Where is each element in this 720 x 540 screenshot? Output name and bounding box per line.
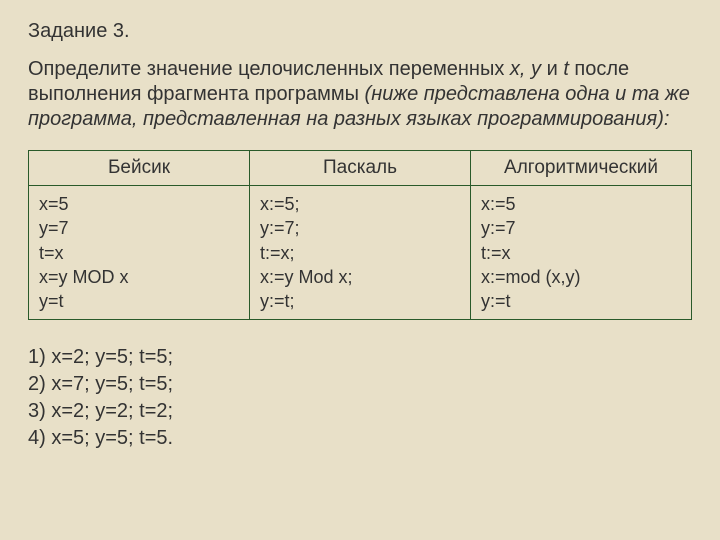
answer-option: 3) x=2; y=2; t=2; bbox=[28, 398, 692, 425]
code-line: t=x bbox=[39, 241, 239, 265]
code-line: x:=5; bbox=[260, 192, 460, 216]
code-line: y:=7 bbox=[481, 216, 681, 240]
answer-options: 1) x=2; y=5; t=5; 2) x=7; y=5; t=5; 3) x… bbox=[28, 344, 692, 452]
code-line: x=y MOD x bbox=[39, 265, 239, 289]
code-table: Бейсик Паскаль Алгоритмический x=5 y=7 t… bbox=[28, 150, 692, 320]
problem-vars: x, y bbox=[510, 58, 541, 80]
problem-p1: Определите значение целочисленных переме… bbox=[28, 58, 510, 80]
answer-option: 4) x=5; y=5; t=5. bbox=[28, 425, 692, 452]
code-line: x=5 bbox=[39, 192, 239, 216]
code-line: t:=x bbox=[481, 241, 681, 265]
code-line: x:=5 bbox=[481, 192, 681, 216]
col-header-algo: Алгоритмический bbox=[471, 151, 692, 186]
code-line: y:=t; bbox=[260, 289, 460, 313]
col-header-basic: Бейсик bbox=[29, 151, 250, 186]
code-line: t:=x; bbox=[260, 241, 460, 265]
code-line: y=t bbox=[39, 289, 239, 313]
table-header-row: Бейсик Паскаль Алгоритмический bbox=[29, 151, 692, 186]
problem-and: и bbox=[541, 58, 563, 80]
code-line: x:=mod (x,y) bbox=[481, 265, 681, 289]
task-title: Задание 3. bbox=[28, 20, 692, 43]
cell-basic: x=5 y=7 t=x x=y MOD x y=t bbox=[29, 186, 250, 320]
slide: Задание 3. Определите значение целочисле… bbox=[0, 0, 720, 472]
code-line: x:=y Mod x; bbox=[260, 265, 460, 289]
answer-option: 2) x=7; y=5; t=5; bbox=[28, 371, 692, 398]
cell-pascal: x:=5; y:=7; t:=x; x:=y Mod x; y:=t; bbox=[250, 186, 471, 320]
table-row: x=5 y=7 t=x x=y MOD x y=t x:=5; y:=7; t:… bbox=[29, 186, 692, 320]
cell-algo: x:=5 y:=7 t:=x x:=mod (x,y) y:=t bbox=[471, 186, 692, 320]
code-line: y=7 bbox=[39, 216, 239, 240]
code-line: y:=t bbox=[481, 289, 681, 313]
code-line: y:=7; bbox=[260, 216, 460, 240]
problem-text: Определите значение целочисленных переме… bbox=[28, 57, 692, 132]
col-header-pascal: Паскаль bbox=[250, 151, 471, 186]
answer-option: 1) x=2; y=5; t=5; bbox=[28, 344, 692, 371]
